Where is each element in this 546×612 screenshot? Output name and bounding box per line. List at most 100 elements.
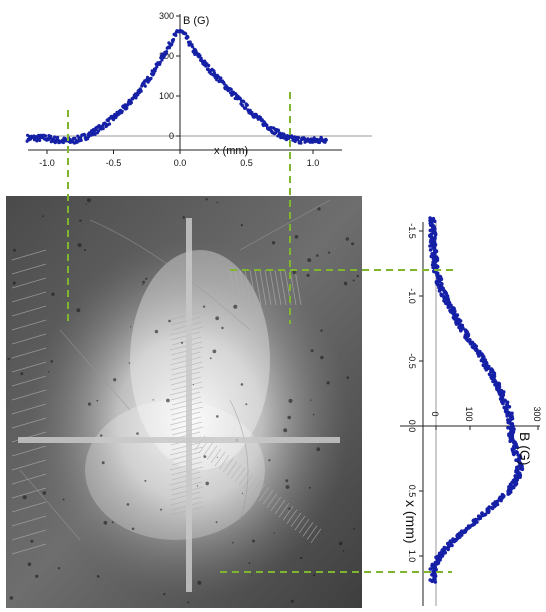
right-data-point [493, 382, 497, 387]
top-data-point [215, 78, 219, 82]
top-y-axis-label: B (G) [183, 15, 209, 27]
speckle [285, 479, 289, 483]
speckle [50, 360, 54, 363]
top-data-point [244, 106, 248, 110]
striation [170, 331, 201, 341]
right-b-tick-label: 0 [430, 411, 440, 416]
striation [229, 269, 237, 306]
speckle [310, 399, 312, 401]
top-y-ticks: 0 100 200 300 [159, 11, 180, 141]
striation [278, 502, 290, 518]
top-x-tick-label: 0.0 [174, 158, 187, 168]
speckle [343, 281, 348, 286]
speckle [51, 292, 55, 296]
speckle [320, 355, 324, 360]
top-y-tick-label: 300 [159, 11, 174, 21]
right-data-point [428, 244, 432, 248]
striation [230, 464, 242, 480]
speckle [62, 498, 65, 501]
striation [306, 525, 318, 540]
striation [246, 477, 258, 492]
speckle [317, 207, 321, 211]
speckle [154, 329, 159, 334]
right-b-tick-label: 300 [532, 406, 542, 421]
right-data-point [428, 567, 433, 571]
speckle [96, 575, 100, 578]
striation [259, 269, 267, 306]
striation [11, 459, 47, 471]
speckle [308, 486, 311, 489]
speckle [35, 574, 39, 578]
top-y-tick-label: 200 [159, 51, 174, 61]
speckle [83, 248, 87, 252]
speckle [142, 280, 146, 284]
top-x-axis-label: x (mm) [214, 145, 248, 157]
top-data-point [170, 42, 174, 46]
micrograph-image [6, 196, 362, 608]
striation [11, 291, 47, 303]
top-data-point [174, 33, 178, 38]
speckle [313, 574, 316, 577]
speckle [326, 381, 330, 385]
right-data-point [477, 354, 481, 358]
right-data-point [461, 530, 466, 535]
speckle [205, 198, 208, 201]
top-data-point [160, 58, 164, 62]
speckle [351, 242, 355, 246]
right-data-point [499, 498, 503, 503]
right-data-point [512, 452, 516, 457]
striation [11, 403, 47, 415]
top-data-point [184, 31, 188, 36]
right-data-point [459, 328, 463, 333]
speckle-noise [7, 198, 359, 604]
speckle [196, 485, 199, 487]
striation [11, 333, 47, 345]
top-data-point [139, 89, 143, 93]
striation [294, 269, 302, 306]
speckle [76, 308, 81, 313]
top-data-point [186, 35, 190, 39]
right-x-ticks: -1.5 -1.0 -0.5 0.0 0.5 1.0 [407, 223, 423, 562]
striation [239, 269, 247, 306]
speckle [245, 403, 248, 406]
speckle [345, 237, 349, 241]
right-data-point [507, 405, 512, 409]
speckle [7, 357, 10, 361]
speckle [160, 508, 163, 511]
striation [282, 506, 294, 521]
speckle [287, 415, 292, 420]
striation [244, 269, 252, 306]
right-b-axis-label: B (G) [517, 432, 533, 465]
speckle [290, 599, 294, 603]
speckle [142, 283, 144, 286]
top-data-point [79, 136, 83, 140]
speckle [22, 495, 27, 500]
speckle [9, 596, 14, 600]
speckle [316, 254, 319, 257]
speckle [42, 491, 47, 495]
right-data-point [428, 228, 433, 233]
top-x-tick-label: 1.0 [307, 158, 320, 168]
speckle [77, 243, 82, 248]
scratch-lines [19, 199, 331, 541]
striation [254, 269, 262, 306]
top-data-point [165, 50, 169, 54]
top-data-point [158, 60, 162, 64]
right-data-point [450, 543, 454, 548]
right-data-point [508, 439, 512, 444]
striation [262, 490, 274, 505]
top-data-point [150, 69, 154, 73]
top-data-point [56, 135, 60, 140]
right-data-point [433, 580, 438, 584]
dashed-guides [67, 92, 458, 573]
right-data-point [429, 254, 434, 259]
striation [11, 529, 47, 541]
top-data-point [107, 122, 112, 126]
right-data-point [518, 475, 522, 480]
right-data-point [452, 539, 457, 544]
top-x-ticks: -1.0 -0.5 0.0 0.5 1.0 [39, 150, 319, 168]
right-x-axis-label: x (mm) [403, 500, 419, 544]
speckle [136, 432, 139, 435]
right-profile-plot: -1.5 -1.0 -0.5 0.0 0.5 1.0 0 100 300 x (mm) B (… [400, 216, 542, 606]
